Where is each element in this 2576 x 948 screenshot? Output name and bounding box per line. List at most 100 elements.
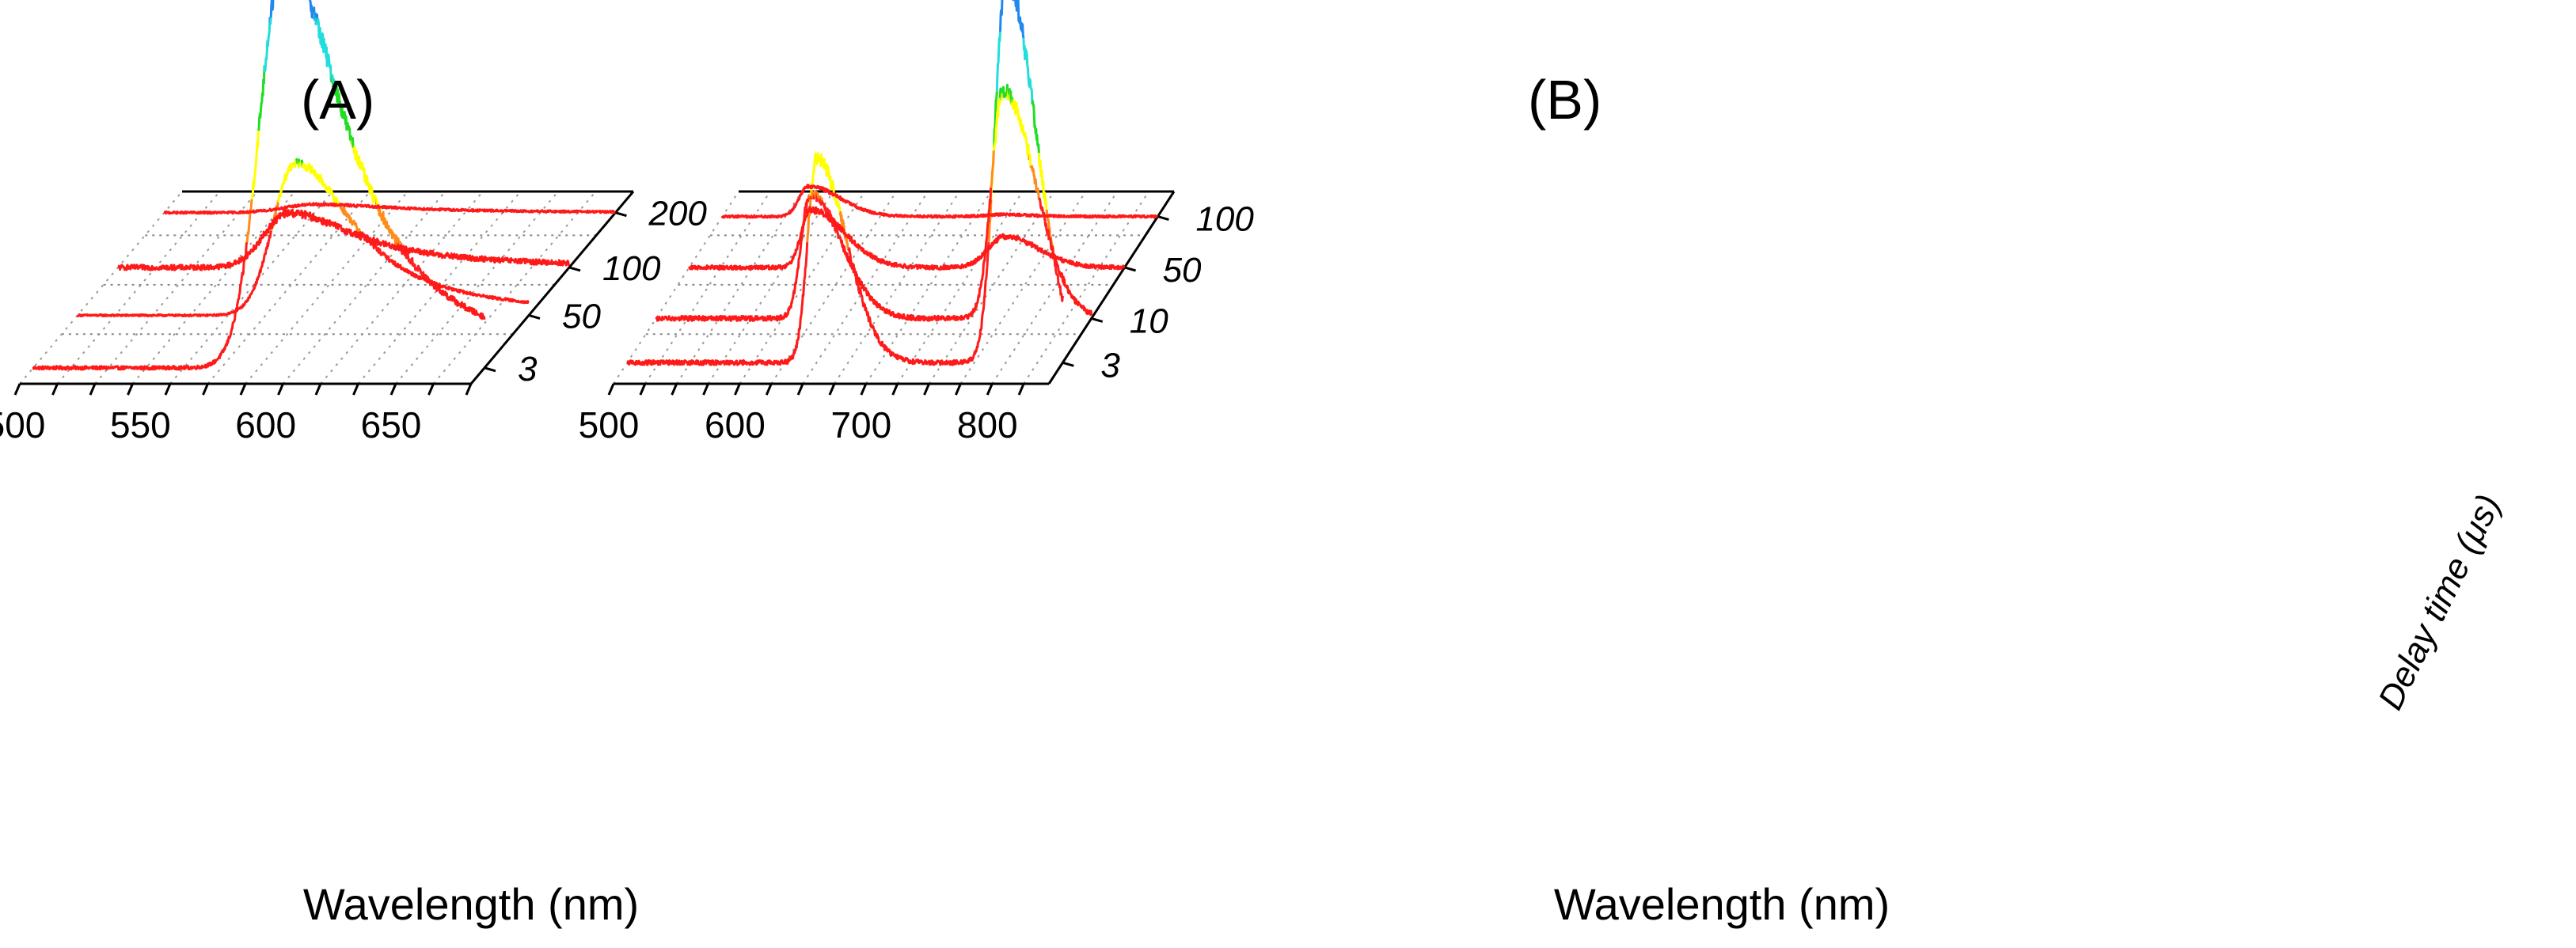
series-segment [389, 259, 530, 305]
series-segment [655, 231, 804, 322]
series-segment [820, 200, 840, 239]
series-segment [987, 199, 993, 243]
series-segment [239, 241, 249, 285]
series-segment [263, 230, 272, 258]
x-tick-label: 500 [0, 404, 45, 446]
delay-tick [484, 366, 496, 373]
x-tick [389, 383, 397, 396]
series-segment [838, 210, 849, 249]
x-tick [465, 383, 473, 396]
series-segment [839, 237, 989, 322]
grid-wavelength-line [207, 191, 371, 385]
series-line [688, 206, 1127, 271]
series-segment [332, 78, 336, 83]
grid-wavelength-line [865, 191, 992, 385]
series-segment [1028, 154, 1032, 166]
x-tick [89, 383, 97, 396]
x-tick [955, 383, 962, 396]
delay-tick [1157, 215, 1169, 222]
delay-tick [1124, 266, 1137, 272]
grid-wavelength-line [928, 191, 1055, 385]
grid-wavelength-line [395, 191, 559, 385]
x-tick [202, 383, 209, 396]
series-line [117, 208, 571, 271]
series-segment [339, 205, 361, 234]
panel-b: 500 600 700 800 3 10 50 100 (B) Wavelength (nm)… [579, 0, 2509, 929]
delay-tick [568, 266, 581, 272]
series-segment [301, 162, 340, 206]
series-segment [993, 91, 998, 148]
x-tick [427, 383, 435, 396]
series-segment [1049, 237, 1052, 245]
x-tick [51, 383, 59, 396]
x-tick [13, 383, 21, 396]
series-segment [269, 17, 272, 25]
grid-wavelength-line [834, 191, 960, 385]
x-tick [860, 383, 868, 396]
x-tick [607, 383, 615, 396]
x-tick-label: 600 [705, 404, 766, 446]
x-tick [277, 383, 284, 396]
series-segment [992, 97, 1001, 151]
delay-tick-label: 10 [1130, 301, 1168, 340]
x-tick [164, 383, 172, 396]
x-tick [1017, 383, 1025, 396]
series-segment [332, 82, 353, 144]
x-tick [923, 383, 930, 396]
series-segment [1049, 243, 1093, 317]
panel-b-title: (B) [1528, 69, 1601, 131]
grid-wavelength-line [707, 191, 834, 385]
series-segment [351, 137, 355, 148]
series-segment [995, 31, 1001, 92]
grid-wavelength-line [94, 191, 258, 385]
x-tick [734, 383, 741, 396]
grid-wavelength-line [959, 191, 1087, 385]
grid-wavelength-line [644, 191, 771, 385]
series-line [163, 202, 617, 215]
x-tick [986, 383, 994, 396]
series-segment [838, 236, 842, 241]
delay-tick [1062, 361, 1074, 367]
x-tick-label: 700 [830, 404, 891, 446]
series-segment [352, 145, 378, 209]
series-line [655, 83, 1093, 322]
series-segment [1029, 165, 1041, 200]
series-segment [990, 150, 995, 188]
grid-wavelength-line [739, 191, 866, 385]
series-segment [32, 283, 242, 371]
panel-b-ticks: 500 600 700 800 3 10 50 100 [579, 200, 1255, 446]
series-segment [263, 17, 272, 73]
grid-wavelength-line [169, 191, 333, 385]
series-segment [986, 188, 993, 237]
x-tick [891, 383, 899, 396]
panel-a-x-axis-title: Wavelength (nm) [303, 879, 639, 929]
grid-wavelength-line [131, 191, 296, 385]
x-tick [639, 383, 647, 396]
x-tick-label: 600 [235, 404, 296, 446]
x-tick [702, 383, 709, 396]
series-segment [1059, 292, 1064, 302]
series-segment [376, 204, 399, 247]
series-segment [999, 0, 1004, 32]
series-segment [857, 279, 987, 366]
grid-wavelength-line [991, 191, 1119, 385]
x-tick-label: 550 [110, 404, 171, 446]
series-segment [1031, 100, 1040, 154]
series-segment [809, 152, 842, 216]
delay-tick-label: 100 [1195, 200, 1254, 239]
series-segment [269, 0, 275, 18]
delay-tick-label: 50 [1163, 251, 1202, 290]
grid-wavelength-line [320, 191, 484, 385]
series-segment [276, 158, 298, 203]
grid-wavelength-line [770, 191, 898, 385]
series-segment [1000, 93, 1004, 101]
series-segment [820, 197, 823, 201]
panel-a-title: (A) [301, 69, 374, 131]
grid-wavelength-line [1023, 191, 1149, 385]
x-tick [765, 383, 773, 396]
delay-tick [615, 211, 627, 218]
x-tick [239, 383, 247, 396]
series-segment [688, 206, 1127, 271]
series-line [32, 0, 486, 371]
series-segment [721, 184, 1159, 219]
